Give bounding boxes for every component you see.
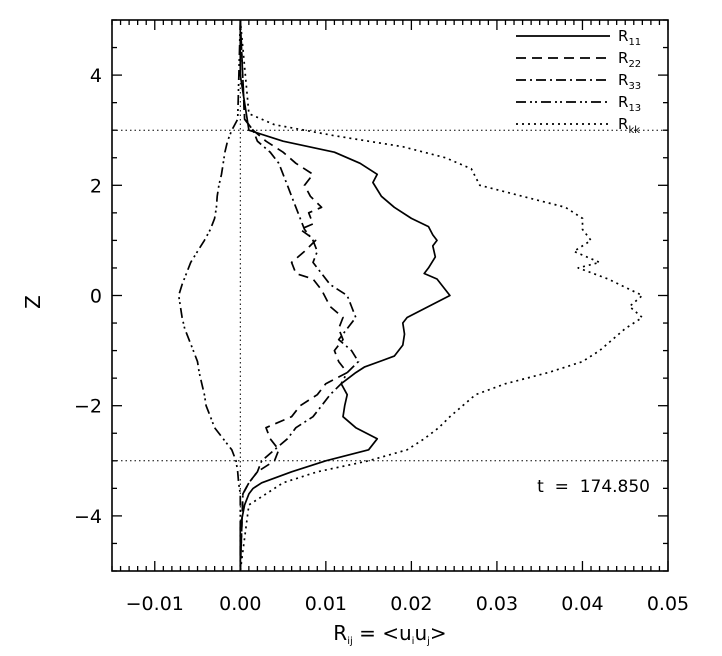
y-tick-label: 4	[90, 65, 102, 87]
series-line-rkk	[239, 19, 644, 572]
x-axis-label-mid2: u	[414, 621, 427, 645]
legend-label-r22: R22	[618, 49, 641, 70]
x-tick-label: 0.00	[219, 593, 261, 615]
y-axis-label: Z	[21, 295, 45, 309]
legend-label-rkk: Rkk	[618, 115, 640, 136]
y-tick-label: 2	[90, 175, 102, 197]
series-group	[177, 19, 644, 572]
x-tick-label: 0.01	[305, 593, 347, 615]
legend-label-r33: R33	[618, 71, 641, 92]
x-tick-label: 0.02	[390, 593, 432, 615]
y-tick-label: −4	[74, 506, 102, 528]
series-line-r22	[239, 19, 349, 572]
tick-labels: −0.01 0.00 0.01 0.02 0.03 0.04 0.05 −4 −2 0 2 4	[74, 65, 689, 615]
reference-lines	[112, 20, 668, 571]
series-line-r33	[239, 19, 360, 572]
time-annotation: t = 174.850	[537, 477, 650, 497]
x-axis-label-end: >	[430, 621, 447, 645]
y-tick-label: −2	[74, 396, 102, 418]
x-axis-label-sub2: i	[412, 636, 415, 647]
plot-frame	[111, 19, 669, 572]
x-axis-label: Rij = <uiuj>	[333, 621, 446, 647]
legend-label-r11: R11	[618, 27, 641, 48]
x-axis-label-base: R	[333, 621, 347, 645]
x-tick-label: 0.04	[561, 593, 603, 615]
x-tick-label: 0.03	[476, 593, 518, 615]
series-line-r11	[239, 20, 451, 571]
x-tick-label: −0.01	[126, 593, 184, 615]
x-axis-label-sub: ij	[347, 636, 353, 647]
x-axis-label-mid: = <u	[353, 621, 412, 645]
x-tick-label: 0.05	[647, 593, 689, 615]
legend-label-r13: R13	[618, 93, 641, 114]
y-tick-label: 0	[90, 286, 102, 308]
axis-ticks	[111, 19, 669, 572]
x-axis-label-sub3: j	[426, 636, 430, 647]
series-line-r13	[177, 19, 242, 571]
